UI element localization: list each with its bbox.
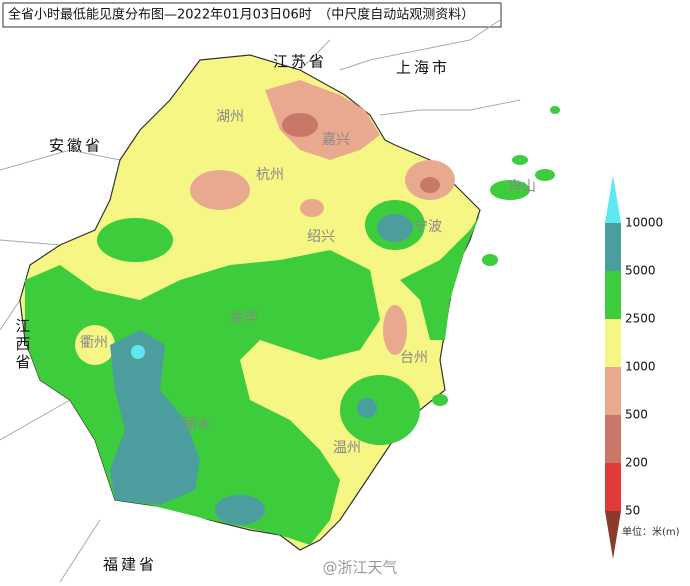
city-label: 丽水 — [183, 417, 211, 433]
teal-zones — [110, 214, 413, 525]
legend-swatch — [605, 463, 621, 511]
city-label: 绍兴 — [307, 229, 335, 245]
title: 全省小时最低能见度分布图—2022年01月03日06时 （中尺度自动站观测资料） — [8, 7, 474, 23]
legend-swatch — [605, 223, 621, 271]
watermark: @浙江天气 — [322, 559, 397, 577]
title-box — [2, 2, 502, 28]
city-label: 杭州 — [256, 167, 284, 183]
city-label: 嘉兴 — [322, 132, 350, 148]
city-label: 温州 — [333, 440, 361, 456]
legend-label: 200 — [625, 456, 648, 470]
legend-label: 10000 — [625, 216, 663, 230]
neighbor-label: 江苏省 — [273, 53, 327, 71]
neighbor-label: 上海市 — [396, 59, 450, 77]
city-label: 金华 — [230, 310, 258, 326]
legend: 10000 5000 2500 1000 500 200 50 单位：米(m) — [605, 175, 680, 559]
legend-label: 2500 — [625, 312, 656, 326]
pink-zones — [190, 80, 455, 355]
legend-label: 1000 — [625, 360, 656, 374]
legend-label: 5000 — [625, 264, 656, 278]
legend-swatch — [605, 175, 621, 223]
neighbor-label: 安徽省 — [49, 137, 103, 155]
legend-swatch — [605, 511, 621, 559]
legend-swatch — [605, 271, 621, 319]
neighbor-label: 福建省 — [103, 556, 157, 574]
legend-unit: 单位：米(m) — [622, 525, 680, 538]
city-label: 宁波 — [414, 218, 442, 235]
city-label: 衢州 — [80, 334, 108, 351]
legend-swatch — [605, 319, 621, 367]
legend-swatch — [605, 415, 621, 463]
city-label: 湖州 — [216, 109, 244, 125]
city-label: 台州 — [400, 350, 428, 366]
islands — [432, 106, 560, 406]
map — [0, 19, 560, 583]
legend-swatch — [605, 367, 621, 415]
neighbor-borders — [0, 19, 521, 583]
neighbor-label: 江西省 — [14, 318, 32, 372]
city-label: 舟山 — [508, 179, 536, 195]
legend-label: 50 — [625, 504, 640, 518]
legend-label: 500 — [625, 408, 648, 422]
